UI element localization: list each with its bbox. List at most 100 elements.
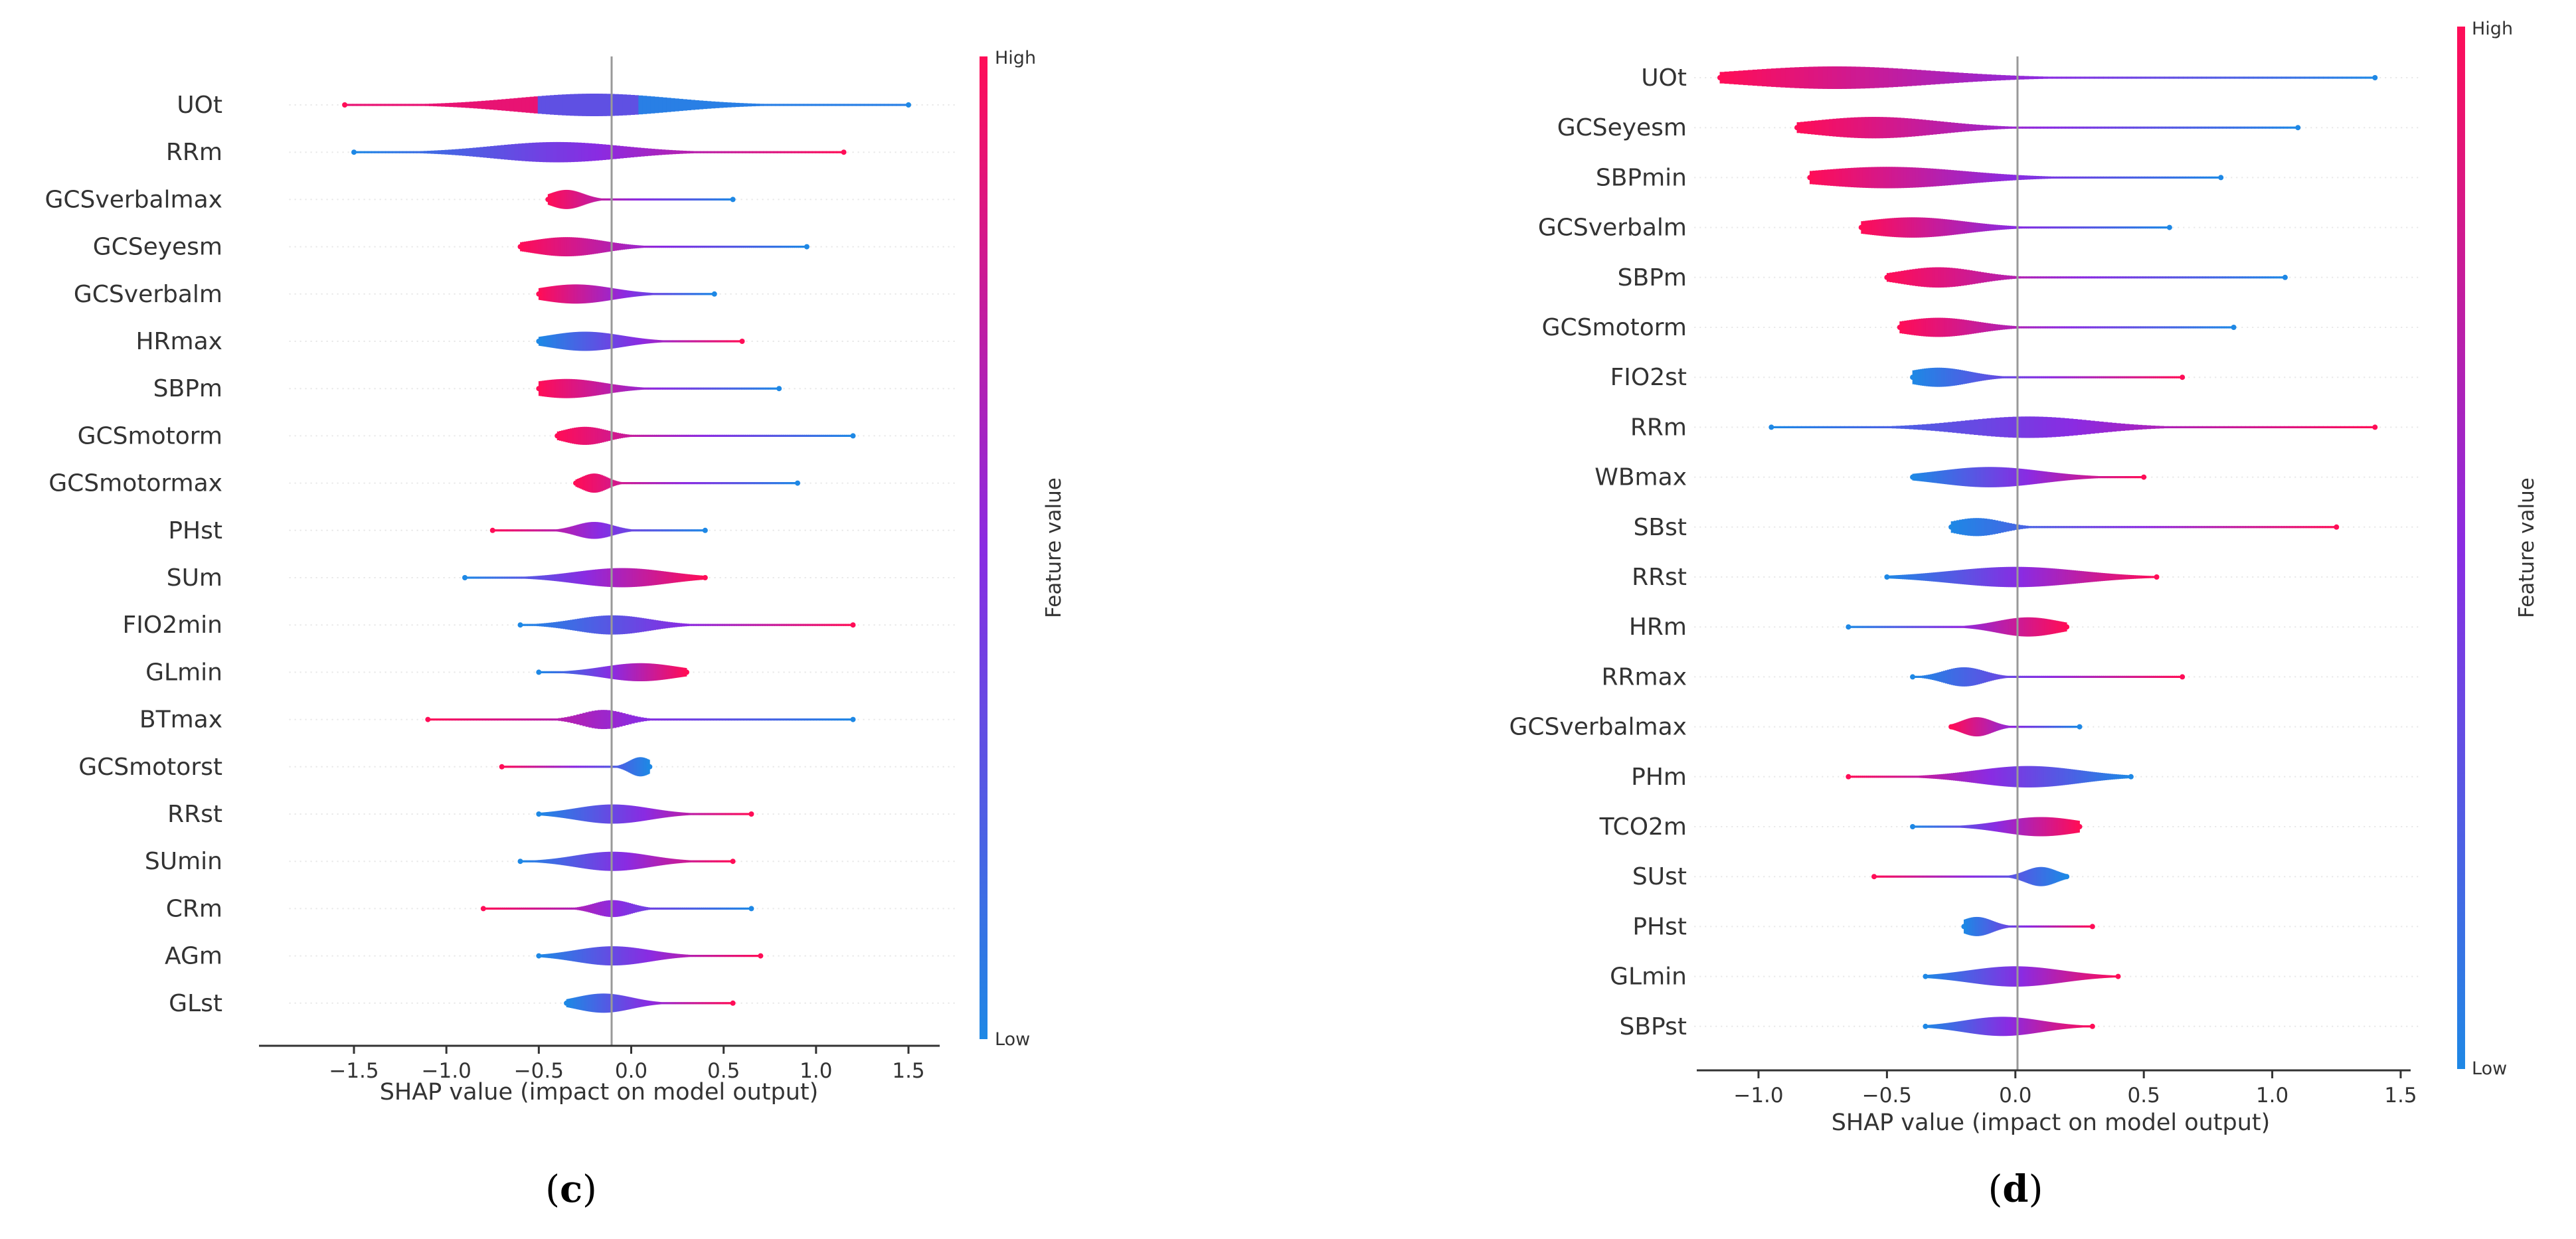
violin-slice <box>420 151 424 153</box>
violin-slice <box>737 907 740 910</box>
violin-slice <box>730 340 732 343</box>
violin-slice <box>620 995 622 1011</box>
violin-slice <box>2037 618 2039 636</box>
violin-slice <box>711 955 714 957</box>
violin-slice <box>607 477 610 489</box>
violin-slice <box>679 573 682 582</box>
violin-slice <box>594 286 597 303</box>
violin-slice <box>2028 226 2031 229</box>
violin-slice <box>604 900 606 917</box>
violin-slice <box>2205 276 2209 279</box>
violin-slice <box>1958 625 1961 628</box>
violin-slice <box>780 151 785 153</box>
violin-slice <box>1956 667 1960 687</box>
violin-slice <box>618 765 621 769</box>
violin-slice <box>553 953 555 959</box>
violin-slice <box>638 387 641 390</box>
violin-slice <box>2010 467 2012 487</box>
violin-slice <box>541 623 545 627</box>
violin-slice <box>2006 225 2010 230</box>
violin-slice <box>640 387 642 390</box>
violin-slice <box>744 955 747 957</box>
violin-slice <box>683 293 685 295</box>
violin-slice <box>526 241 529 252</box>
violin-slice <box>586 285 588 303</box>
violin-slice <box>1976 669 1979 685</box>
violin-slice <box>728 151 732 153</box>
violin-slice <box>1962 370 1965 384</box>
violin-slice <box>614 568 616 588</box>
violin-slice <box>570 142 575 163</box>
violin-slice <box>1857 117 1862 138</box>
violin-slice <box>485 718 489 721</box>
violin-slice <box>614 994 616 1013</box>
violin-slice <box>527 907 530 910</box>
violin-slice <box>580 523 583 537</box>
violin-slice <box>647 434 651 437</box>
violin-slice <box>644 807 647 821</box>
violin-slice <box>597 428 600 444</box>
violin-slice <box>566 94 571 116</box>
violin-slice <box>533 860 536 863</box>
violin-slice <box>2033 126 2037 129</box>
violin-slice <box>699 100 704 110</box>
violin-slice <box>667 529 669 532</box>
violin-slice <box>655 293 657 295</box>
violin-slice <box>2172 426 2178 428</box>
violin-slice <box>722 1002 724 1005</box>
violin-slice <box>624 244 628 250</box>
violin-slice <box>726 482 729 485</box>
violin-slice <box>614 242 617 251</box>
violin-slice <box>701 198 703 201</box>
violin-slice <box>720 907 723 910</box>
violin-slice <box>587 766 589 768</box>
violin-slice <box>2057 126 2063 129</box>
violin-slice <box>574 525 576 536</box>
violin-slice <box>527 718 532 721</box>
violin-slice <box>608 524 610 537</box>
violin-slice <box>2152 526 2156 529</box>
violin-slice <box>605 804 608 824</box>
violin-slice <box>1958 468 1961 486</box>
violin-slice <box>1932 120 1937 135</box>
violin-slice <box>602 286 604 301</box>
violin-slice <box>595 569 598 586</box>
violin-slice <box>2112 326 2115 329</box>
violin-slice <box>798 151 802 153</box>
violin-slice <box>833 434 837 437</box>
violin-slice <box>1954 123 1958 133</box>
violin-slice <box>1878 776 1881 778</box>
violin-slice <box>2030 526 2034 529</box>
violin-slice <box>604 666 606 678</box>
violin-slice <box>2125 476 2128 479</box>
violin-slice <box>763 151 768 153</box>
violin-slice <box>686 293 689 295</box>
violin-slice <box>714 246 717 248</box>
violin-slice <box>532 860 535 863</box>
violin-slice <box>1848 426 1854 428</box>
violin-slice <box>664 810 667 818</box>
violin-slice <box>553 671 555 673</box>
violin-slice <box>2054 326 2058 329</box>
violin-slice <box>759 482 762 485</box>
violin-slice <box>1950 570 1953 584</box>
violin-slice <box>624 434 628 438</box>
violin-slice <box>2004 467 2008 487</box>
violin-slice <box>681 1002 683 1005</box>
violin-slice <box>625 714 629 725</box>
violin-slice <box>677 953 681 958</box>
violin-slice <box>825 718 829 721</box>
violin-slice <box>876 104 881 106</box>
violin-slice <box>2087 475 2090 479</box>
violin-slice <box>1922 424 1927 430</box>
violin-slice <box>2101 376 2104 378</box>
violin-slice <box>2104 326 2108 329</box>
violin-slice <box>658 97 663 113</box>
violin-slice <box>2263 426 2268 428</box>
violin-slice <box>606 710 611 729</box>
violin-slice <box>731 718 735 721</box>
violin-slice <box>562 857 565 866</box>
violin-slice <box>684 387 687 390</box>
violin-slice <box>539 766 541 768</box>
violin-slice <box>551 286 553 302</box>
